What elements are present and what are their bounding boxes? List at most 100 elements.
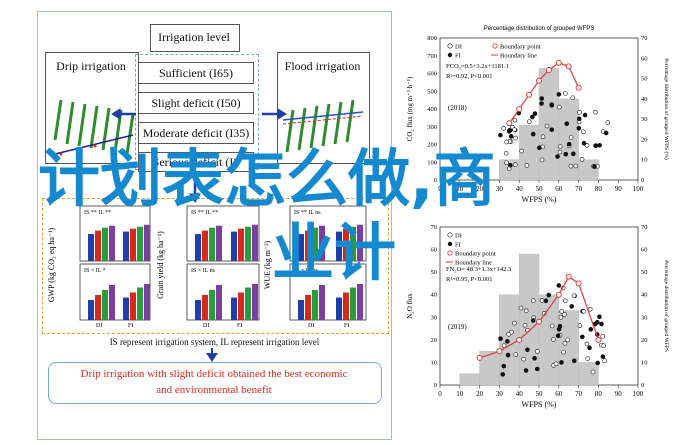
boundary-point — [575, 84, 582, 91]
wue-group-fi: FI — [344, 323, 349, 329]
level-serious-deficit: Serious deficit (I2 — [138, 152, 254, 172]
scatter-point — [557, 144, 563, 149]
scatter-point — [557, 149, 563, 155]
mini-bar — [209, 290, 215, 320]
mini-bar — [357, 284, 363, 320]
legend-boundary-point-marker — [492, 43, 498, 49]
scatter-point — [557, 104, 562, 110]
y2-tick-label: 10 — [641, 359, 648, 366]
scatter-point — [525, 347, 530, 353]
mini-bar — [195, 234, 201, 261]
down-arrow — [206, 348, 218, 362]
scatter-point — [584, 341, 590, 347]
grain-legend-2: IS × IL ns — [191, 268, 216, 274]
scatter-point — [555, 154, 560, 159]
x-tick-label: 100 — [633, 185, 644, 193]
scatter-point — [519, 148, 525, 154]
panels-area — [42, 198, 389, 334]
x-tick-label: 80 — [595, 185, 603, 193]
mini-bar — [343, 228, 349, 261]
y2-tick-label: 30 — [641, 314, 648, 321]
x-tick-label: 20 — [476, 390, 484, 398]
y-tick-label: 400 — [427, 106, 437, 113]
mini-bar — [357, 224, 363, 261]
y-tick-label: 70 — [431, 224, 438, 231]
scatter-point — [557, 323, 563, 329]
y2-tick-label: 60 — [641, 55, 648, 62]
legend-fi-marker — [447, 241, 453, 247]
boundary-point — [536, 318, 542, 325]
equation: FN₂O= 48.3+1.3x+142.3 — [446, 266, 511, 273]
scatter-point — [549, 127, 555, 132]
legend-fi: FI — [455, 53, 461, 60]
legend-boundary-line: Boundary line — [455, 260, 492, 267]
y-axis-label: CO₂ flux (mg m⁻² h⁻¹) — [406, 76, 414, 141]
scatter-point — [535, 349, 540, 354]
scatter-point — [513, 352, 519, 357]
scatter-point — [501, 343, 507, 349]
legend-boundary-point: Boundary point — [500, 44, 541, 51]
scatter-point — [540, 134, 546, 140]
scatter-point — [566, 141, 572, 147]
scatter-point — [587, 306, 593, 312]
scatter-point — [526, 119, 532, 124]
legend-di-marker — [447, 43, 453, 49]
legend-fi-marker — [447, 52, 453, 58]
mini-bar — [95, 295, 101, 320]
mini-bar — [88, 300, 94, 320]
wue-legend-1: IS ** IL ns — [294, 210, 321, 216]
flood-irrigation-title: Flood irrigation — [284, 59, 361, 73]
scatter-point — [546, 292, 552, 298]
scatter-point — [524, 163, 530, 168]
y2-axis-label: Percentage distribution of grouped WFPS … — [663, 58, 670, 160]
scatter-point — [504, 160, 509, 166]
y2-tick-label: 0 — [641, 382, 644, 389]
mini-bar — [137, 287, 143, 320]
equation: FCO₂=0.5+3.2x+1181.1 — [446, 63, 509, 70]
scatter-point — [581, 309, 587, 314]
overlay-text-line2: 业计 — [272, 216, 397, 289]
scatter-point — [513, 135, 518, 141]
x-tick-label: 50 — [536, 390, 544, 398]
scatter-point — [588, 327, 594, 332]
gwp-ylabel: GWP (kg CO₂ eq ha⁻¹) — [47, 227, 56, 302]
x-tick-label: 100 — [633, 390, 644, 398]
scatter-point — [512, 127, 517, 132]
grain-ylabel: Grain yield (kg ha⁻¹) — [156, 231, 165, 299]
scatter-point — [600, 334, 606, 339]
y-tick-label: 800 — [427, 35, 437, 42]
y-tick-label: 100 — [427, 159, 437, 166]
scatter-point — [573, 163, 579, 169]
scatter-point — [539, 96, 545, 101]
scatter-point — [564, 121, 570, 127]
mini-bar — [216, 285, 222, 320]
x-tick-label: 10 — [456, 185, 464, 193]
boundary-point — [496, 348, 503, 355]
legend-di: DI — [455, 233, 462, 240]
gwp-panel: GWP (kg CO₂ eq ha⁻¹) IS ** IL ** IS × IL… — [47, 205, 151, 329]
scatter-point — [569, 304, 574, 309]
drip-irrigation-title: Drip irrigation — [56, 59, 126, 73]
x-tick-label: 0 — [438, 390, 442, 398]
drip-field-illustration — [50, 99, 135, 156]
y2-tick-label: 70 — [641, 224, 648, 231]
mini-bar — [88, 234, 94, 261]
mini-bar — [102, 290, 108, 320]
scatter-point — [532, 356, 537, 361]
scatter-point — [585, 356, 590, 361]
scatter-point — [595, 360, 600, 366]
scatter-point — [587, 345, 592, 351]
scatter-point — [590, 369, 596, 375]
scatter-point — [539, 298, 545, 303]
scatter-point — [562, 298, 568, 304]
year-label: (2019) — [448, 323, 467, 331]
scatter-point — [559, 360, 564, 365]
y-tick-label: 60 — [431, 247, 438, 254]
mini-bar — [245, 226, 251, 261]
r-squared: R²=0.95, P<0.001 — [446, 276, 492, 283]
scatter-point — [582, 112, 588, 118]
wfps-bar — [518, 253, 540, 386]
x-tick-label: 30 — [496, 390, 504, 398]
scatter-point — [498, 132, 503, 138]
scatter-point — [504, 139, 510, 145]
